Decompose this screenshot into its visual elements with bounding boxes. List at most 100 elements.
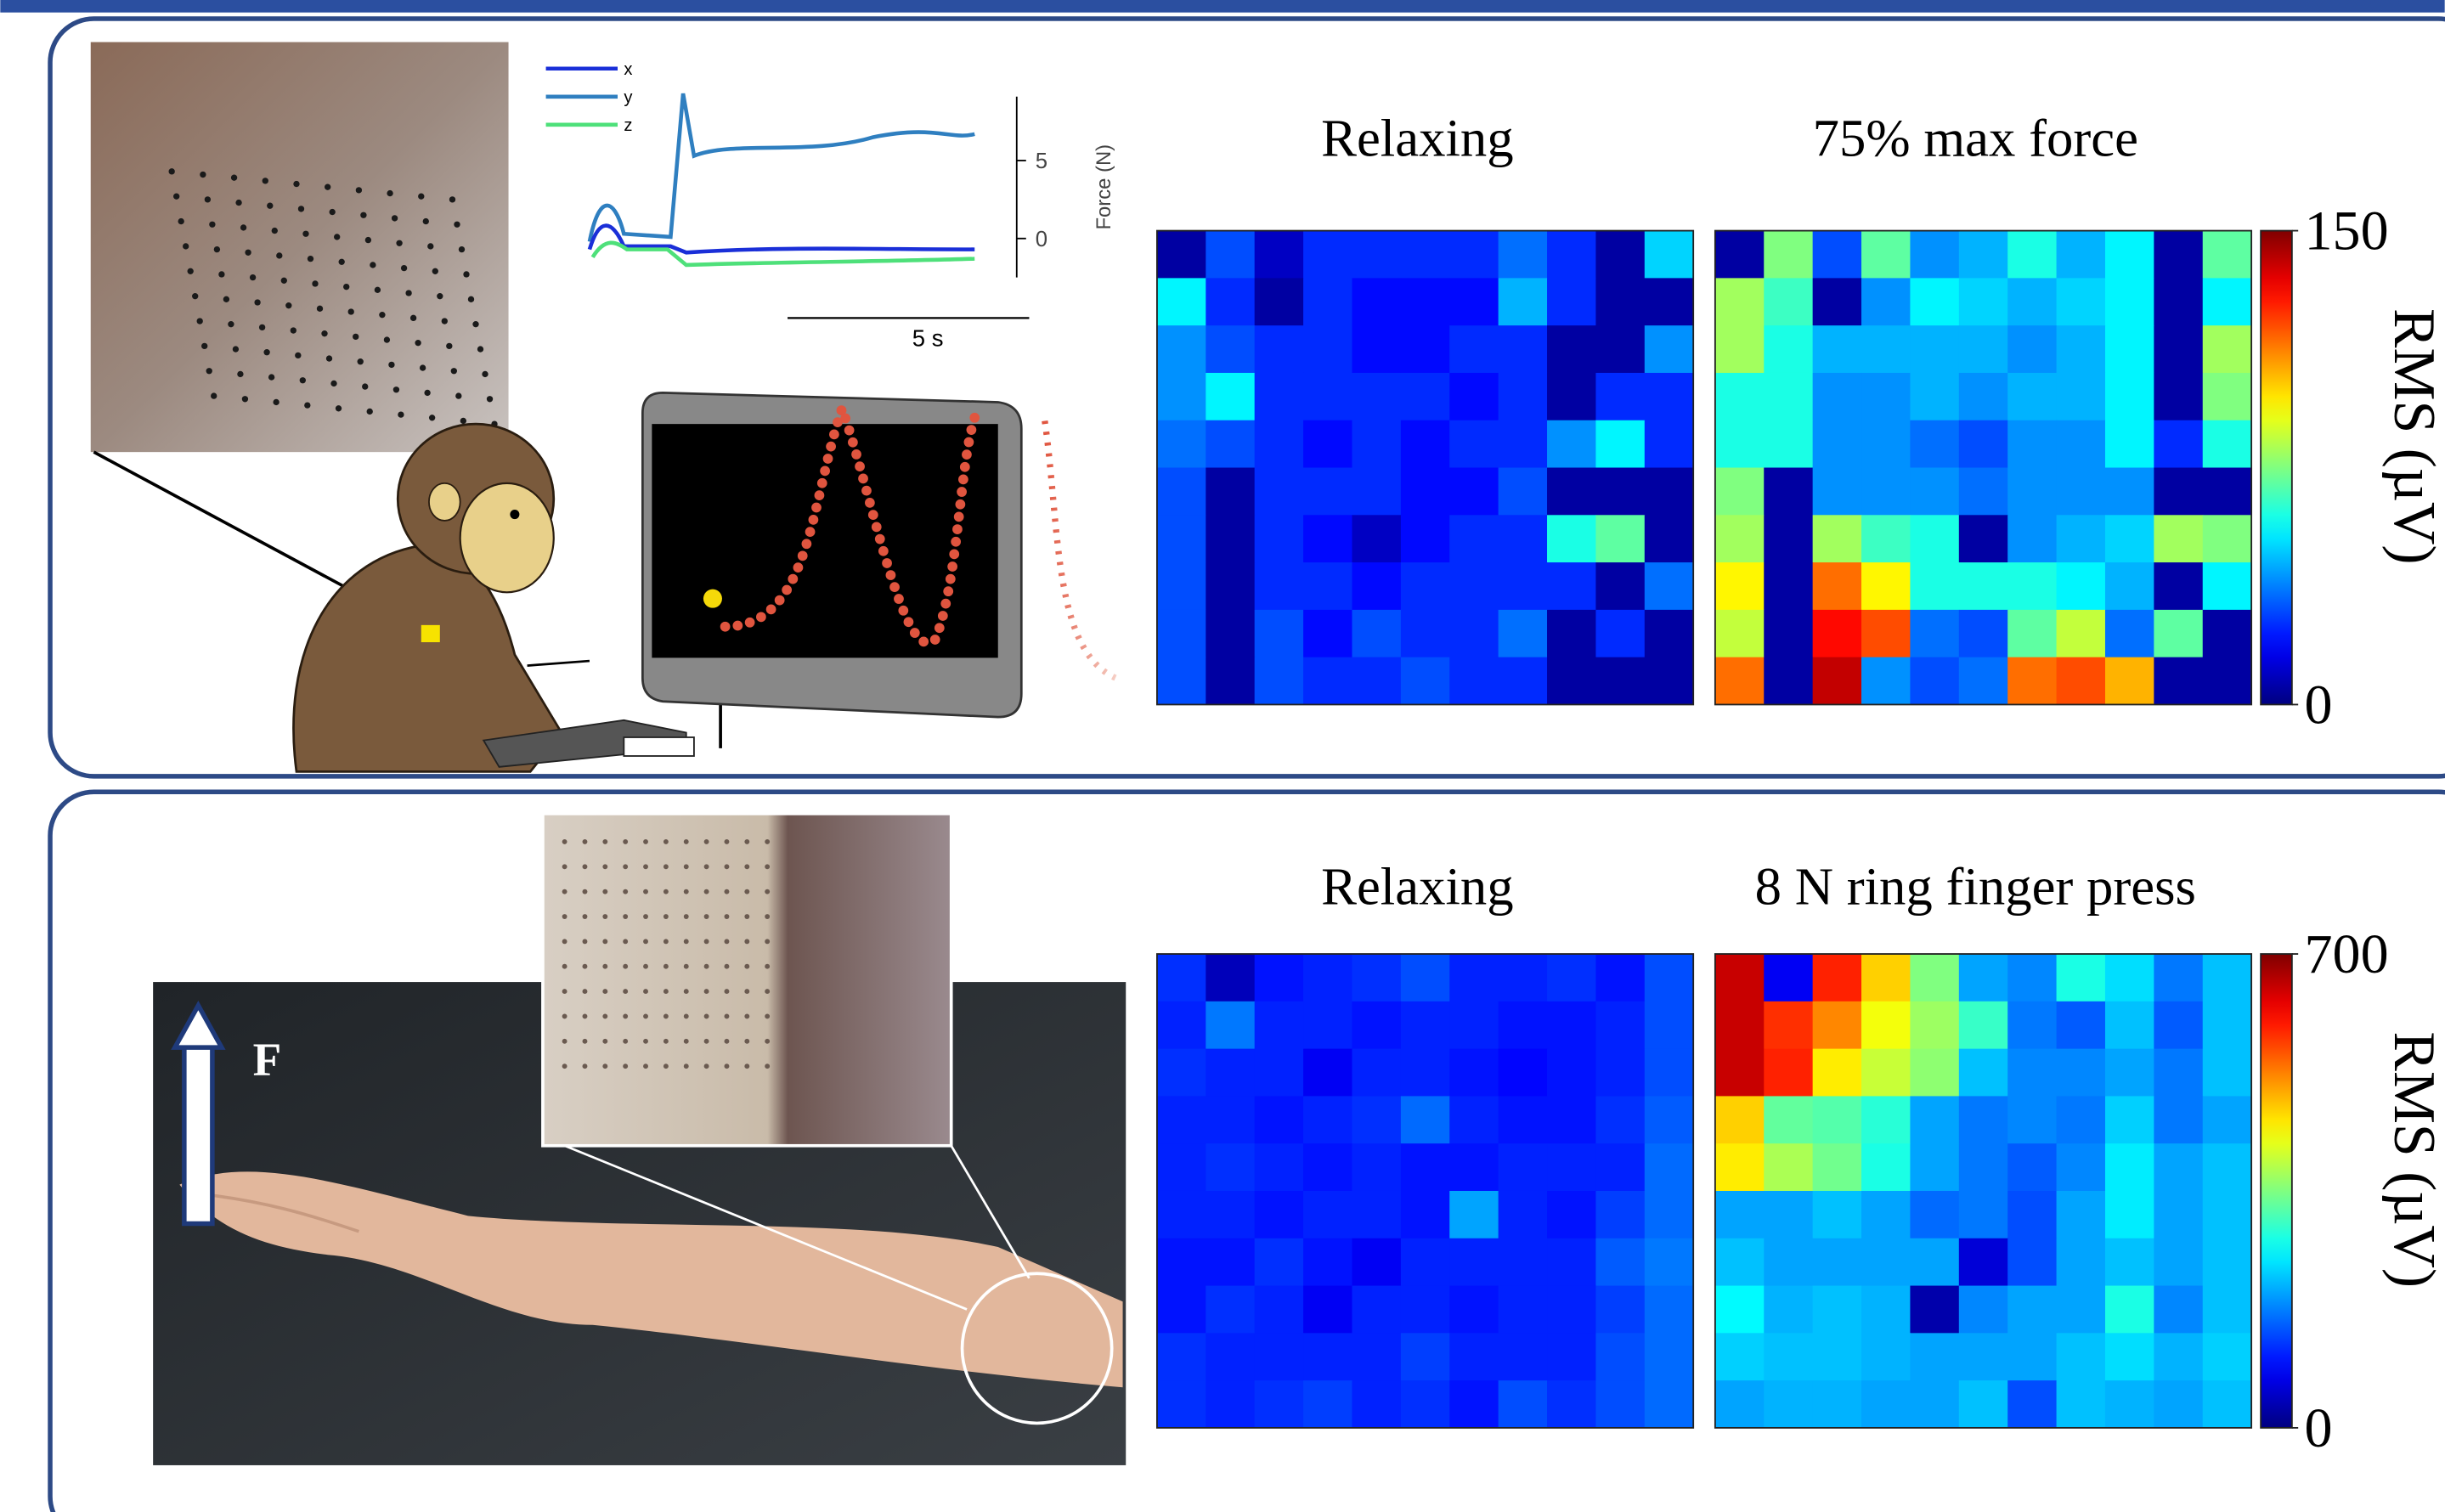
heatmap-cell [1206, 1191, 1255, 1238]
electrode-dot [602, 914, 607, 919]
heatmap-cell [1255, 1333, 1304, 1380]
electrode-dot [704, 1039, 709, 1044]
target-dot [946, 574, 956, 584]
heatmap-cell [2057, 1191, 2106, 1238]
electrode-dot [304, 402, 310, 408]
heatmap-title: Relaxing [1321, 856, 1514, 916]
electrode-dot [663, 989, 669, 994]
heatmap-cell [1595, 278, 1645, 325]
target-dot [969, 413, 980, 423]
heatmap-cell [1910, 1096, 1959, 1143]
heatmap-cell [1401, 420, 1450, 468]
target-dot [954, 512, 964, 522]
electrode-dot [765, 914, 770, 919]
electrode-dot [281, 278, 287, 284]
target-dot [823, 454, 833, 464]
heatmap-cell [2154, 610, 2203, 657]
electrode-dot [263, 178, 268, 183]
heatmap-cell [1499, 468, 1548, 516]
electrode-dot [468, 296, 474, 302]
heatmap-cell [2007, 373, 2057, 420]
heatmap-cell [2007, 1286, 2057, 1334]
heatmap-cell [1449, 1096, 1499, 1143]
heatmap-cell [1206, 515, 1255, 562]
heatmap-cell [1861, 278, 1911, 325]
heatmap-cell [1352, 1049, 1401, 1097]
heatmap-cell [1645, 1049, 1694, 1097]
electrode-dot [233, 346, 239, 352]
heatmap-cell [2203, 325, 2252, 373]
heatmap-cell [1764, 1286, 1813, 1334]
heatmap-cell [2105, 1380, 2154, 1428]
target-dot [861, 486, 872, 496]
electrode-dot [200, 172, 206, 178]
heatmap-cell [1303, 610, 1352, 657]
heatmap-cell [2105, 231, 2154, 279]
electrode-dot [583, 1063, 588, 1069]
heatmap-cell [2057, 420, 2106, 468]
heatmap-cell [1547, 278, 1596, 325]
heatmap-cell [1861, 1096, 1911, 1143]
heatmap-cell [1547, 1191, 1596, 1238]
heatmap-cell [1764, 562, 1813, 610]
heatmap-cell [1157, 610, 1206, 657]
heatmap-cell [1352, 1143, 1401, 1191]
heatmap-cell [1861, 1191, 1911, 1238]
electrode-dot [602, 864, 607, 869]
heatmap-cell [1303, 1143, 1352, 1191]
heatmap-cell [2057, 373, 2106, 420]
heatmap-cell [2057, 468, 2106, 516]
target-dot [848, 437, 858, 448]
heatmap-cell [1499, 1096, 1548, 1143]
heatmap-cell [2203, 562, 2252, 610]
electrode-dot [643, 889, 648, 894]
heatmap-cell [2057, 231, 2106, 279]
heatmap-cell [1352, 420, 1401, 468]
heatmap-cell [2105, 610, 2154, 657]
heatmap-cell [1595, 1143, 1645, 1191]
heatmap-cell [1910, 468, 1959, 516]
legend-label: y [624, 88, 633, 107]
electrode-dot [562, 864, 567, 869]
target-dot [788, 574, 798, 584]
heatmap-cell [1813, 468, 1862, 516]
heatmap-cell [1910, 954, 1959, 1001]
electrode-dot [765, 1039, 770, 1044]
electrode-dot [583, 864, 588, 869]
heatmap-cell [1303, 1333, 1352, 1380]
heatmap-cell [1255, 1191, 1304, 1238]
heatmap-cell [1959, 1049, 2008, 1097]
electrode-dot [725, 939, 730, 944]
heatmap-cell [1303, 515, 1352, 562]
heatmap-cell [1157, 325, 1206, 373]
heatmap-cell [1715, 1191, 1765, 1238]
heatmap-cell [1595, 954, 1645, 1001]
heatmap-cell [1401, 1333, 1450, 1380]
heatmap-cell [2154, 1143, 2203, 1191]
heatmap-cell [1157, 373, 1206, 420]
heatmap-cell [2154, 1001, 2203, 1049]
electrode-dot [197, 318, 203, 324]
heatmap-cell [1910, 1143, 1959, 1191]
heatmap-cell [2203, 278, 2252, 325]
electrode-dot [704, 889, 709, 894]
electrode-dot [562, 939, 567, 944]
heatmap-cell [1645, 373, 1694, 420]
electrode-dot [321, 330, 327, 336]
heatmap-cell [1352, 1001, 1401, 1049]
heatmap-cell [1813, 1191, 1862, 1238]
heatmap-cell [1764, 1049, 1813, 1097]
electrode-dot [267, 203, 273, 209]
electrode-dot [250, 274, 256, 280]
heatmap-cell [2057, 610, 2106, 657]
electrode-dot [562, 964, 567, 969]
electrode-dot [178, 218, 184, 224]
heatmap-cell [1813, 562, 1862, 610]
heatmap-cell [1401, 515, 1450, 562]
electrode-dot [744, 864, 749, 869]
heatmap-cell [1499, 657, 1548, 705]
heatmap-cell [1910, 420, 1959, 468]
electrode-dot [744, 914, 749, 919]
electrode-dot [263, 349, 269, 355]
heatmap-cell [1861, 610, 1911, 657]
